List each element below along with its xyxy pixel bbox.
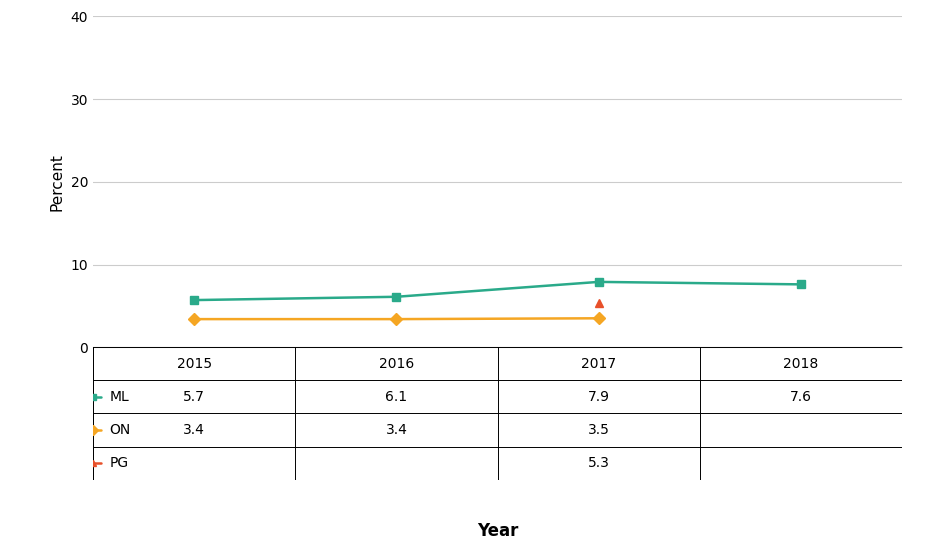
Text: 3.4: 3.4 (385, 423, 407, 437)
Text: ML: ML (109, 390, 129, 404)
Text: 2015: 2015 (177, 357, 212, 371)
Text: 2017: 2017 (581, 357, 617, 371)
Text: 2018: 2018 (783, 357, 818, 371)
Text: Year: Year (477, 522, 518, 540)
Y-axis label: Percent: Percent (50, 153, 65, 211)
Text: 3.4: 3.4 (183, 423, 206, 437)
Text: 7.9: 7.9 (588, 390, 610, 404)
Text: 5.7: 5.7 (183, 390, 206, 404)
Text: 2016: 2016 (379, 357, 414, 371)
Text: PG: PG (109, 456, 128, 470)
Text: 7.6: 7.6 (790, 390, 812, 404)
ON (391, 316, 402, 323)
Text: 6.1: 6.1 (385, 390, 407, 404)
Line: ON: ON (190, 314, 603, 323)
ON (593, 315, 604, 322)
ON (189, 316, 200, 323)
Text: 5.3: 5.3 (588, 456, 610, 470)
Text: 3.5: 3.5 (588, 423, 610, 437)
Text: ON: ON (109, 423, 130, 437)
